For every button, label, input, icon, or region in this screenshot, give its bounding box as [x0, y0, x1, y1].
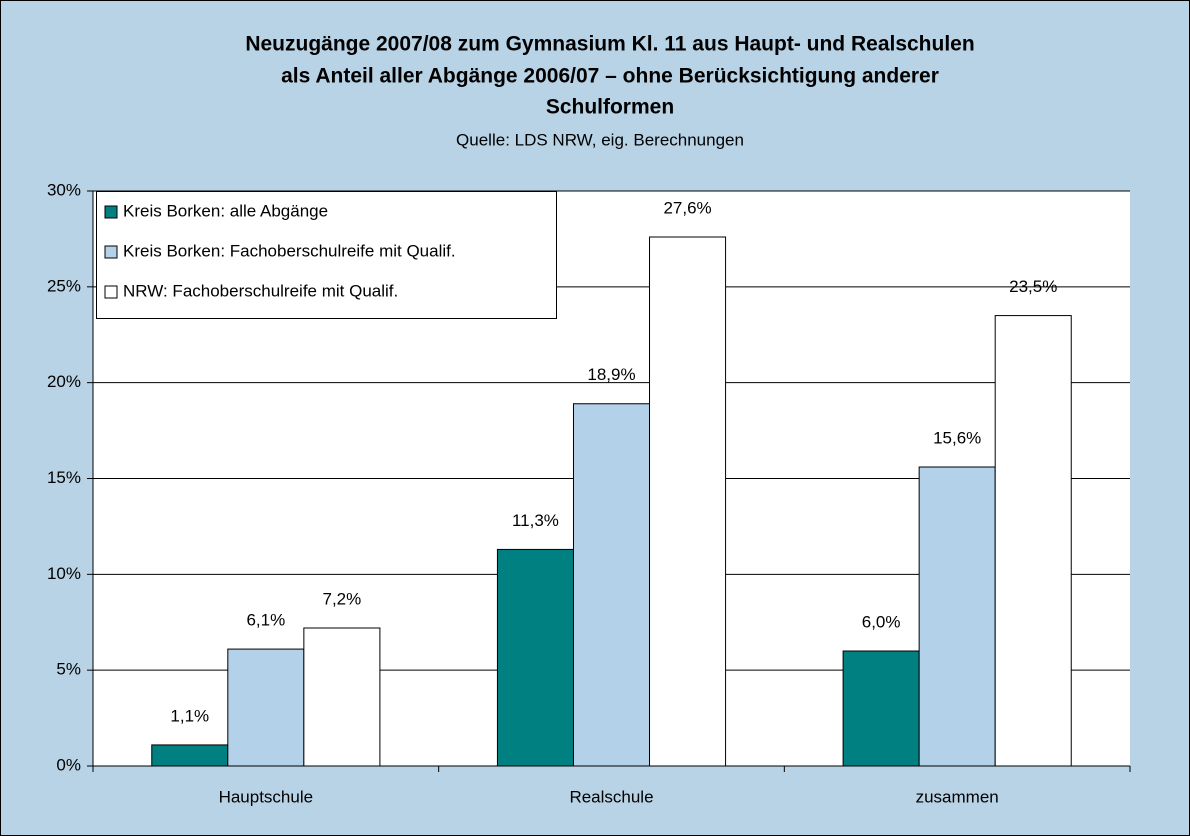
y-tick-label: 30%: [47, 180, 81, 199]
legend-label: NRW: Fachoberschulreife mit Qualif.: [123, 281, 398, 300]
legend-swatch: [104, 285, 118, 299]
x-tick-label: Hauptschule: [219, 787, 314, 806]
bar: [649, 236, 727, 767]
bar: [496, 548, 574, 767]
bar: [842, 650, 920, 767]
value-label: 7,2%: [323, 589, 362, 608]
x-tick-label: Realschule: [569, 787, 653, 806]
value-label: 23,5%: [1009, 277, 1057, 296]
value-label: 15,6%: [933, 428, 981, 447]
legend-swatch: [104, 245, 118, 259]
value-label: 27,6%: [663, 198, 711, 217]
value-label: 1,1%: [170, 706, 209, 725]
y-tick-label: 5%: [56, 660, 81, 679]
legend-box: [96, 191, 557, 319]
legend-label: Kreis Borken: Fachoberschulreife mit Qua…: [123, 241, 456, 260]
chart-title: als Anteil aller Abgänge 2006/07 – ohne …: [281, 65, 939, 88]
legend-label: Kreis Borken: alle Abgänge: [123, 201, 328, 220]
y-tick-label: 20%: [47, 372, 81, 391]
bar: [918, 466, 996, 767]
chart-title: Neuzugänge 2007/08 zum Gymnasium Kl. 11 …: [245, 33, 974, 56]
y-tick-label: 15%: [47, 468, 81, 487]
value-label: 6,1%: [246, 611, 285, 630]
value-label: 18,9%: [587, 365, 635, 384]
legend-swatch: [104, 205, 118, 219]
y-tick-label: 10%: [47, 564, 81, 583]
y-tick-label: 25%: [47, 276, 81, 295]
bar: [151, 744, 229, 767]
chart-title: Schulformen: [546, 96, 674, 119]
bar: [572, 403, 651, 767]
bar: [227, 648, 305, 767]
bar: [303, 627, 381, 767]
value-label: 11,3%: [512, 511, 559, 530]
value-label: 6,0%: [862, 612, 901, 631]
bar: [994, 315, 1072, 767]
chart-subtitle: Quelle: LDS NRW, eig. Berechnungen: [456, 130, 744, 149]
x-tick-label: zusammen: [916, 787, 999, 806]
y-tick-label: 0%: [56, 755, 81, 774]
